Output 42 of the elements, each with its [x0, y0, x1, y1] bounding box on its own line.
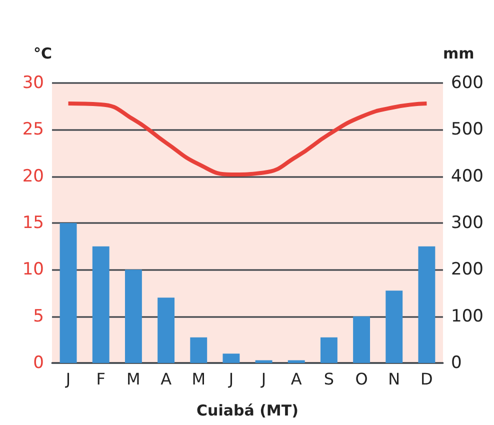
y2-tick-label: 300 — [451, 213, 484, 233]
y2-tick-label: 500 — [451, 120, 484, 140]
y-tick-label: 5 — [33, 306, 44, 326]
bar — [60, 223, 77, 363]
x-tick-label: J — [260, 370, 266, 388]
y-tick-label: 0 — [33, 353, 44, 373]
x-tick-label: N — [388, 370, 400, 388]
bar — [255, 360, 272, 363]
y2-tick-label: 200 — [451, 260, 484, 280]
y-tick-label: 20 — [22, 166, 44, 186]
bar — [386, 290, 403, 363]
bar — [158, 298, 175, 363]
x-tick-label: S — [324, 370, 334, 388]
x-axis-title: Cuiabá (MT) — [196, 402, 298, 420]
x-tick-label: A — [160, 370, 172, 388]
x-tick-label: F — [96, 370, 106, 388]
y2-tick-label: 400 — [451, 166, 484, 186]
bar — [92, 246, 110, 363]
x-tick-label: M — [126, 370, 140, 388]
x-tick-label: D — [420, 370, 433, 388]
x-tick-label: O — [355, 370, 368, 388]
y2-tick-label: 100 — [451, 306, 484, 326]
y-axis-title: °C — [33, 44, 52, 62]
bar — [353, 316, 370, 363]
y-tick-label: 10 — [22, 260, 44, 280]
bar — [190, 337, 208, 363]
y-tick-label: 15 — [22, 213, 44, 233]
x-tick-label: A — [290, 370, 302, 388]
x-tick-label: M — [192, 370, 206, 388]
bar — [124, 270, 142, 363]
bar — [222, 354, 240, 363]
y2-tick-label: 600 — [451, 73, 484, 93]
y2-axis-title: mm — [443, 44, 474, 62]
y-tick-label: 25 — [22, 120, 44, 140]
bar — [418, 246, 436, 363]
y2-tick-label: 0 — [451, 353, 462, 373]
y-tick-label: 30 — [22, 73, 44, 93]
bar — [320, 337, 338, 363]
bar — [288, 360, 305, 363]
x-tick-label: J — [228, 370, 234, 388]
line-series — [66, 102, 429, 176]
x-tick-label: J — [64, 370, 71, 388]
